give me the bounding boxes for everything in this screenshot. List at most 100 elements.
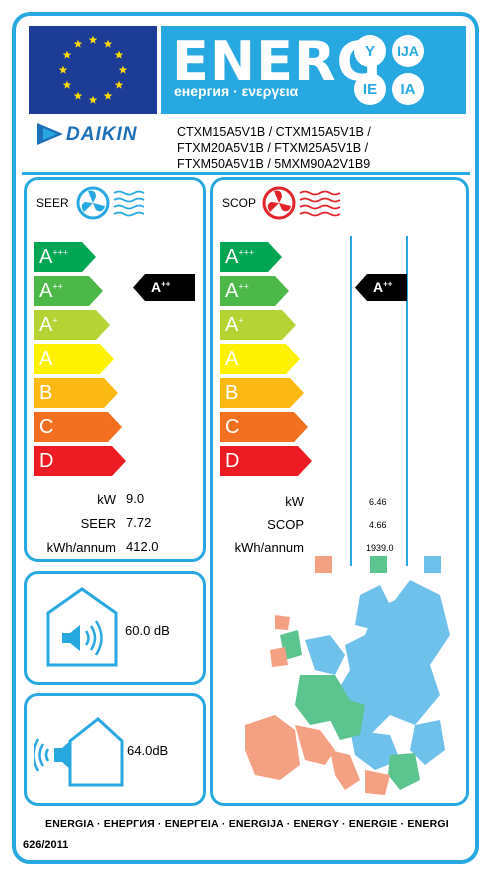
cooling-panel: [24, 177, 206, 562]
class-superscript: +++: [238, 247, 255, 258]
language-suffix-3: IE: [354, 73, 386, 105]
cooling-class-label: A++: [39, 280, 63, 303]
cooling-seer-value: 7.72: [126, 515, 152, 530]
cooling-class-label: D: [39, 450, 53, 473]
eu-star-icon: [58, 65, 68, 74]
cooling-class-arrow: A: [34, 344, 114, 374]
model-line: FTXM20A5V1B / FTXM25A5V1B /: [177, 141, 369, 155]
zone-colder-swatch: [424, 556, 441, 573]
cooling-class-arrow: A+++: [34, 242, 96, 272]
eu-star-icon: [62, 80, 72, 89]
energy-subtitle: енергия · ενεργεια: [174, 83, 299, 99]
outdoor-speaker-icon: [34, 717, 124, 787]
daikin-logo-icon: [37, 123, 63, 145]
cooling-class-arrow: B: [34, 378, 118, 408]
cooling-seer-label: SEER: [80, 516, 116, 531]
eu-stars-icon: [58, 35, 128, 104]
class-letter: C: [225, 416, 240, 438]
cooling-rating-letter: A: [151, 279, 162, 295]
zone-warmer-swatch: [315, 556, 332, 573]
cooling-kw-label: kW: [97, 492, 116, 507]
cooling-class-arrow: C: [34, 412, 122, 442]
europe-climate-map: [245, 580, 450, 795]
eu-star-icon: [73, 91, 83, 100]
language-suffix-4: IA: [392, 73, 424, 105]
heating-kw-value: 6.46: [369, 497, 387, 507]
class-letter: A: [39, 246, 53, 268]
class-letter: A: [39, 280, 53, 302]
model-line: FTXM50A5V1B / 5MXM90A2V1B9: [177, 157, 371, 171]
heating-class-label: A+: [225, 314, 244, 337]
heating-class-arrow: A: [220, 344, 300, 374]
heating-scop-value: 4.66: [369, 520, 387, 530]
label-frame: [12, 12, 479, 864]
cooling-class-label: B: [39, 382, 52, 405]
indoor-noise-value: 60.0 dB: [125, 623, 170, 638]
heating-class-arrow: B: [220, 378, 304, 408]
cooling-class-label: A: [39, 348, 52, 371]
cooling-class-arrow: A++: [34, 276, 103, 306]
class-letter: A: [39, 314, 53, 336]
class-superscript: ++: [52, 281, 63, 292]
regulation-number: 626/2011: [23, 839, 69, 851]
cooling-rating-arrow: A++: [133, 274, 195, 301]
heating-rating-arrow: A++: [355, 274, 407, 301]
zone-divider: [406, 236, 408, 566]
heating-annual-value: 1939.0: [366, 543, 394, 553]
heating-class-label: A++: [225, 280, 249, 303]
heating-class-label: B: [225, 382, 238, 405]
zone-divider: [350, 236, 352, 566]
divider: [22, 172, 470, 175]
outdoor-noise-panel: [24, 693, 206, 806]
heating-panel: [210, 177, 469, 806]
footer-languages: ENERGIA · ЕНЕРГИЯ · ΕΝΕΡΓΕΙΑ · ENERGIJA …: [45, 818, 449, 830]
outdoor-noise-unit: dB: [152, 743, 169, 758]
eu-star-icon: [114, 80, 124, 89]
model-list: CTXM15A5V1B / CTXM15A5V1B / FTXM20A5V1B …: [177, 124, 467, 172]
class-letter: D: [39, 450, 54, 472]
class-letter: B: [225, 382, 239, 404]
cooling-class-label: A+: [39, 314, 58, 337]
language-suffix-2: IJA: [392, 35, 424, 67]
eu-star-icon: [103, 91, 113, 100]
eu-star-icon: [88, 35, 98, 44]
energy-title: ENERG: [172, 30, 382, 93]
heating-class-arrow: C: [220, 412, 308, 442]
heating-class-arrow: A+++: [220, 242, 282, 272]
class-letter: A: [225, 280, 239, 302]
heating-scop-label: SCOP: [267, 517, 304, 532]
class-superscript: +: [238, 315, 244, 326]
class-superscript: ++: [238, 281, 249, 292]
model-line: CTXM15A5V1B / CTXM15A5V1B /: [177, 125, 371, 139]
eu-star-icon: [103, 39, 113, 48]
class-letter: B: [39, 382, 53, 404]
cooling-class-label: C: [39, 416, 53, 439]
cooling-class-arrow: D: [34, 446, 126, 476]
brand-name: DAIKIN: [66, 124, 138, 145]
heating-class-label: C: [225, 416, 239, 439]
heating-kw-label: kW: [285, 494, 304, 509]
language-suffix-1: Y: [354, 35, 386, 67]
cooling-annual-label: kWh/annum: [46, 540, 116, 555]
heating-class-label: A: [225, 348, 238, 371]
cooling-fan-icon: [76, 186, 145, 220]
zone-average-swatch: [370, 556, 387, 573]
outdoor-noise-number: 64.0: [127, 743, 153, 758]
class-letter: C: [39, 416, 54, 438]
eu-star-icon: [118, 65, 128, 74]
heating-class-arrow: A+: [220, 310, 296, 340]
class-letter: D: [225, 450, 240, 472]
class-superscript: +++: [52, 247, 69, 258]
heating-rating-letter: A: [373, 279, 384, 295]
eu-star-icon: [88, 95, 98, 104]
outdoor-noise-value: 64.0dB: [127, 743, 168, 758]
cooling-rating-sup: ++: [161, 279, 171, 289]
heating-rating-sup: ++: [383, 279, 393, 289]
class-letter: A: [225, 246, 239, 268]
cooling-class-arrow: A+: [34, 310, 110, 340]
indoor-noise-panel: [24, 571, 206, 685]
eu-star-icon: [114, 50, 124, 59]
heating-annual-label: kWh/annum: [234, 540, 304, 555]
class-letter: A: [39, 348, 53, 370]
class-letter: A: [225, 348, 239, 370]
